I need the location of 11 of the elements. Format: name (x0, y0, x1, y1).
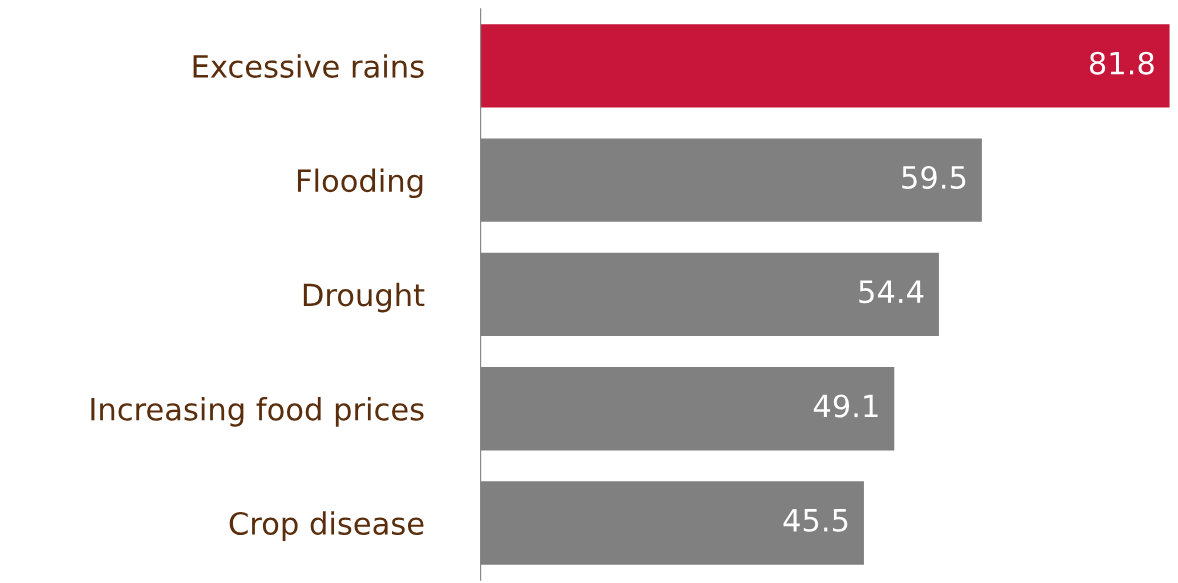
data-label: 49.1 (813, 394, 878, 418)
data-label: 81.8 (1089, 51, 1154, 75)
bar (480, 24, 1170, 108)
y-tick-label: Drought (303, 282, 425, 313)
data-label: 45.5 (783, 509, 848, 532)
data-label: 54.4 (859, 280, 924, 304)
y-tick-label: Increasing food prices (91, 397, 424, 427)
y-tick-label: Flooding (297, 168, 423, 199)
y-tick-label: Excessive rains (193, 54, 424, 78)
y-tick-label: Crop disease (229, 511, 424, 541)
data-label: 59.5 (902, 165, 966, 190)
